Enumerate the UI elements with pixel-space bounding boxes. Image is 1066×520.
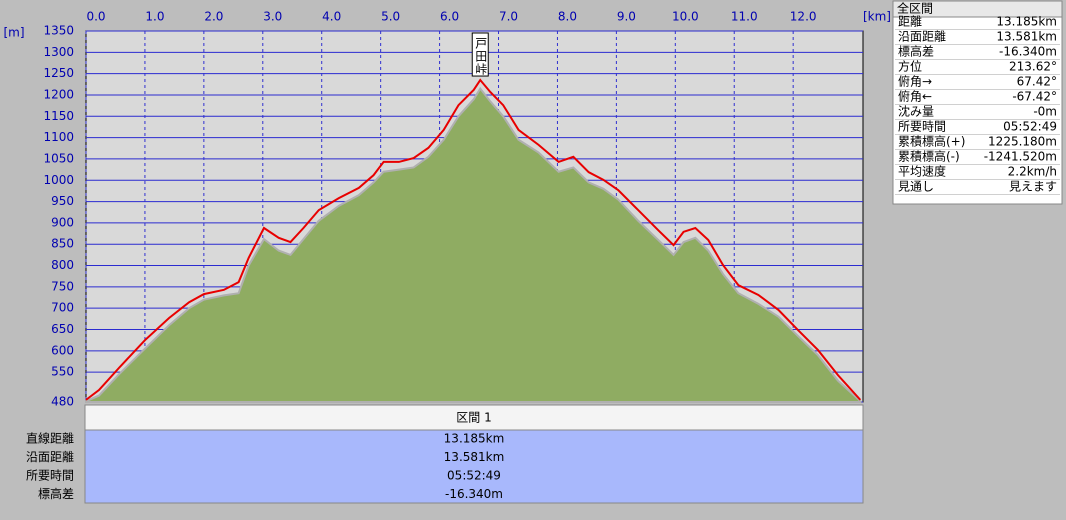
- summary-label: 標高差: [898, 44, 934, 59]
- x-tick-label: 12.0: [790, 10, 817, 24]
- section-value: 13.581km: [444, 450, 505, 464]
- summary-label: 距離: [898, 15, 922, 29]
- y-tick-label: 1000: [43, 173, 74, 187]
- section-value: 05:52:49: [447, 469, 501, 483]
- section-label: 直線距離: [26, 431, 74, 446]
- section-label: 標高差: [38, 486, 74, 501]
- summary-value: -67.42°: [1012, 90, 1057, 104]
- y-tick-label: 1300: [43, 45, 74, 59]
- summary-value: -0m: [1033, 105, 1057, 119]
- section-title: 区間 1: [456, 411, 491, 425]
- y-tick-label: 1100: [43, 130, 74, 144]
- summary-value: 05:52:49: [1003, 120, 1057, 134]
- y-tick-label: 550: [51, 365, 74, 379]
- y-tick-label: 1150: [43, 109, 74, 123]
- y-tick-label: 1050: [43, 151, 74, 165]
- summary-value: 1225.180m: [988, 135, 1057, 149]
- summary-value: 67.42°: [1017, 75, 1057, 89]
- y-tick-label: 1350: [43, 24, 74, 38]
- summary-header: [892, 0, 1063, 18]
- summary-value: -16.340m: [999, 45, 1057, 59]
- y-tick-label: 900: [51, 215, 74, 229]
- summary-value: 13.581km: [996, 30, 1057, 44]
- x-tick-label: 10.0: [672, 10, 699, 24]
- summary-title: 全区間: [897, 1, 933, 16]
- y-tick-label: 800: [51, 258, 74, 272]
- summary-value: -1241.520m: [984, 150, 1057, 164]
- x-tick-label: 6.0: [440, 10, 459, 24]
- section-body: [84, 429, 864, 504]
- summary-label: 沿面距離: [898, 30, 946, 44]
- x-tick-label: 0.0: [86, 10, 105, 24]
- section-header: [84, 404, 864, 431]
- summary-value: 213.62°: [1009, 60, 1057, 74]
- x-tick-label: 3.0: [263, 10, 282, 24]
- y-tick-label: 1250: [43, 66, 74, 80]
- x-tick-label: 4.0: [322, 10, 341, 24]
- y-tick-label: 650: [51, 322, 74, 336]
- summary-label: 見通し: [898, 180, 934, 194]
- annotation: 戸田峠: [474, 37, 488, 76]
- summary-label: 俯角←: [898, 89, 932, 104]
- summary-label: 所要時間: [898, 120, 946, 134]
- section-label: 所要時間: [26, 469, 74, 483]
- route-line: [85, 78, 862, 401]
- x-tick-label: 9.0: [617, 10, 636, 24]
- y-tick-label: 950: [51, 194, 74, 208]
- y-tick-label: 600: [51, 343, 74, 357]
- summary-label: 俯角→: [898, 74, 932, 89]
- section-value: -16.340m: [445, 487, 503, 501]
- x-tick-label: 7.0: [499, 10, 518, 24]
- x-tick-label: 2.0: [204, 10, 223, 24]
- x-tick-label: 8.0: [558, 10, 577, 24]
- x-tick-label: 5.0: [381, 10, 400, 24]
- y-tick-label: 700: [51, 301, 74, 315]
- summary-value: 見えます: [1009, 180, 1057, 194]
- summary-value: 13.185km: [996, 15, 1057, 29]
- y-tick-label: 1200: [43, 87, 74, 101]
- y-unit: [m]: [3, 26, 24, 40]
- x-tick-label: 1.0: [145, 10, 164, 24]
- y-tick-label: 480: [51, 395, 74, 409]
- summary-value: 2.2km/h: [1008, 165, 1057, 179]
- y-tick-label: 750: [51, 279, 74, 293]
- summary-label: 平均速度: [898, 164, 946, 179]
- summary-label: 沈み量: [898, 104, 934, 119]
- summary-label: 累積標高(+): [898, 134, 965, 149]
- summary-panel: [892, 0, 1063, 205]
- x-tick-label: 11.0: [731, 10, 758, 24]
- terrain-area: [85, 86, 862, 403]
- summary-label: 累積標高(-): [898, 149, 960, 164]
- x-unit: [km]: [863, 10, 891, 24]
- plot: 戸田峠: [85, 30, 863, 403]
- summary-label: 方位: [898, 59, 922, 74]
- y-tick-label: 850: [51, 237, 74, 251]
- section-label: 沿面距離: [26, 450, 74, 464]
- section-value: 13.185km: [444, 432, 505, 446]
- annotation-box: [471, 32, 489, 77]
